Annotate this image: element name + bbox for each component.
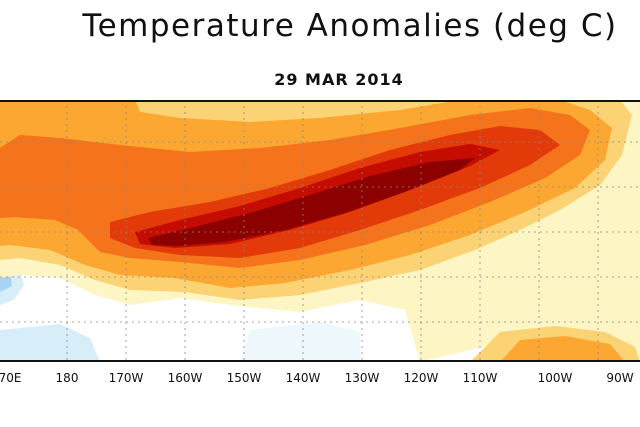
x-tick-label: 140W: [285, 371, 321, 385]
x-tick-label: 90W: [606, 371, 634, 385]
cool-patch-bottom-left: [0, 324, 100, 362]
x-tick-label: 130W: [344, 371, 380, 385]
anomaly-band-5: [148, 158, 475, 246]
x-tick-label: 180: [55, 371, 79, 385]
map-grid: [0, 100, 640, 362]
map-date: 29 MAR 2014: [274, 70, 404, 89]
x-tick-label: 170W: [108, 371, 144, 385]
x-tick-label: 100W: [537, 371, 573, 385]
cool-patch-bottom-mid: [240, 322, 360, 362]
x-tick-label: 160W: [167, 371, 203, 385]
map-title: Temperature Anomalies (deg C): [82, 8, 618, 44]
x-tick-label: 70E: [0, 371, 22, 385]
x-tick-label: 120W: [403, 371, 439, 385]
anomaly-band-15-lower-right: [500, 336, 625, 362]
x-tick-label: 150W: [226, 371, 262, 385]
anomaly-map: [0, 100, 640, 362]
warm-anomaly-layer: [0, 100, 640, 362]
x-tick-label: 110W: [462, 371, 498, 385]
